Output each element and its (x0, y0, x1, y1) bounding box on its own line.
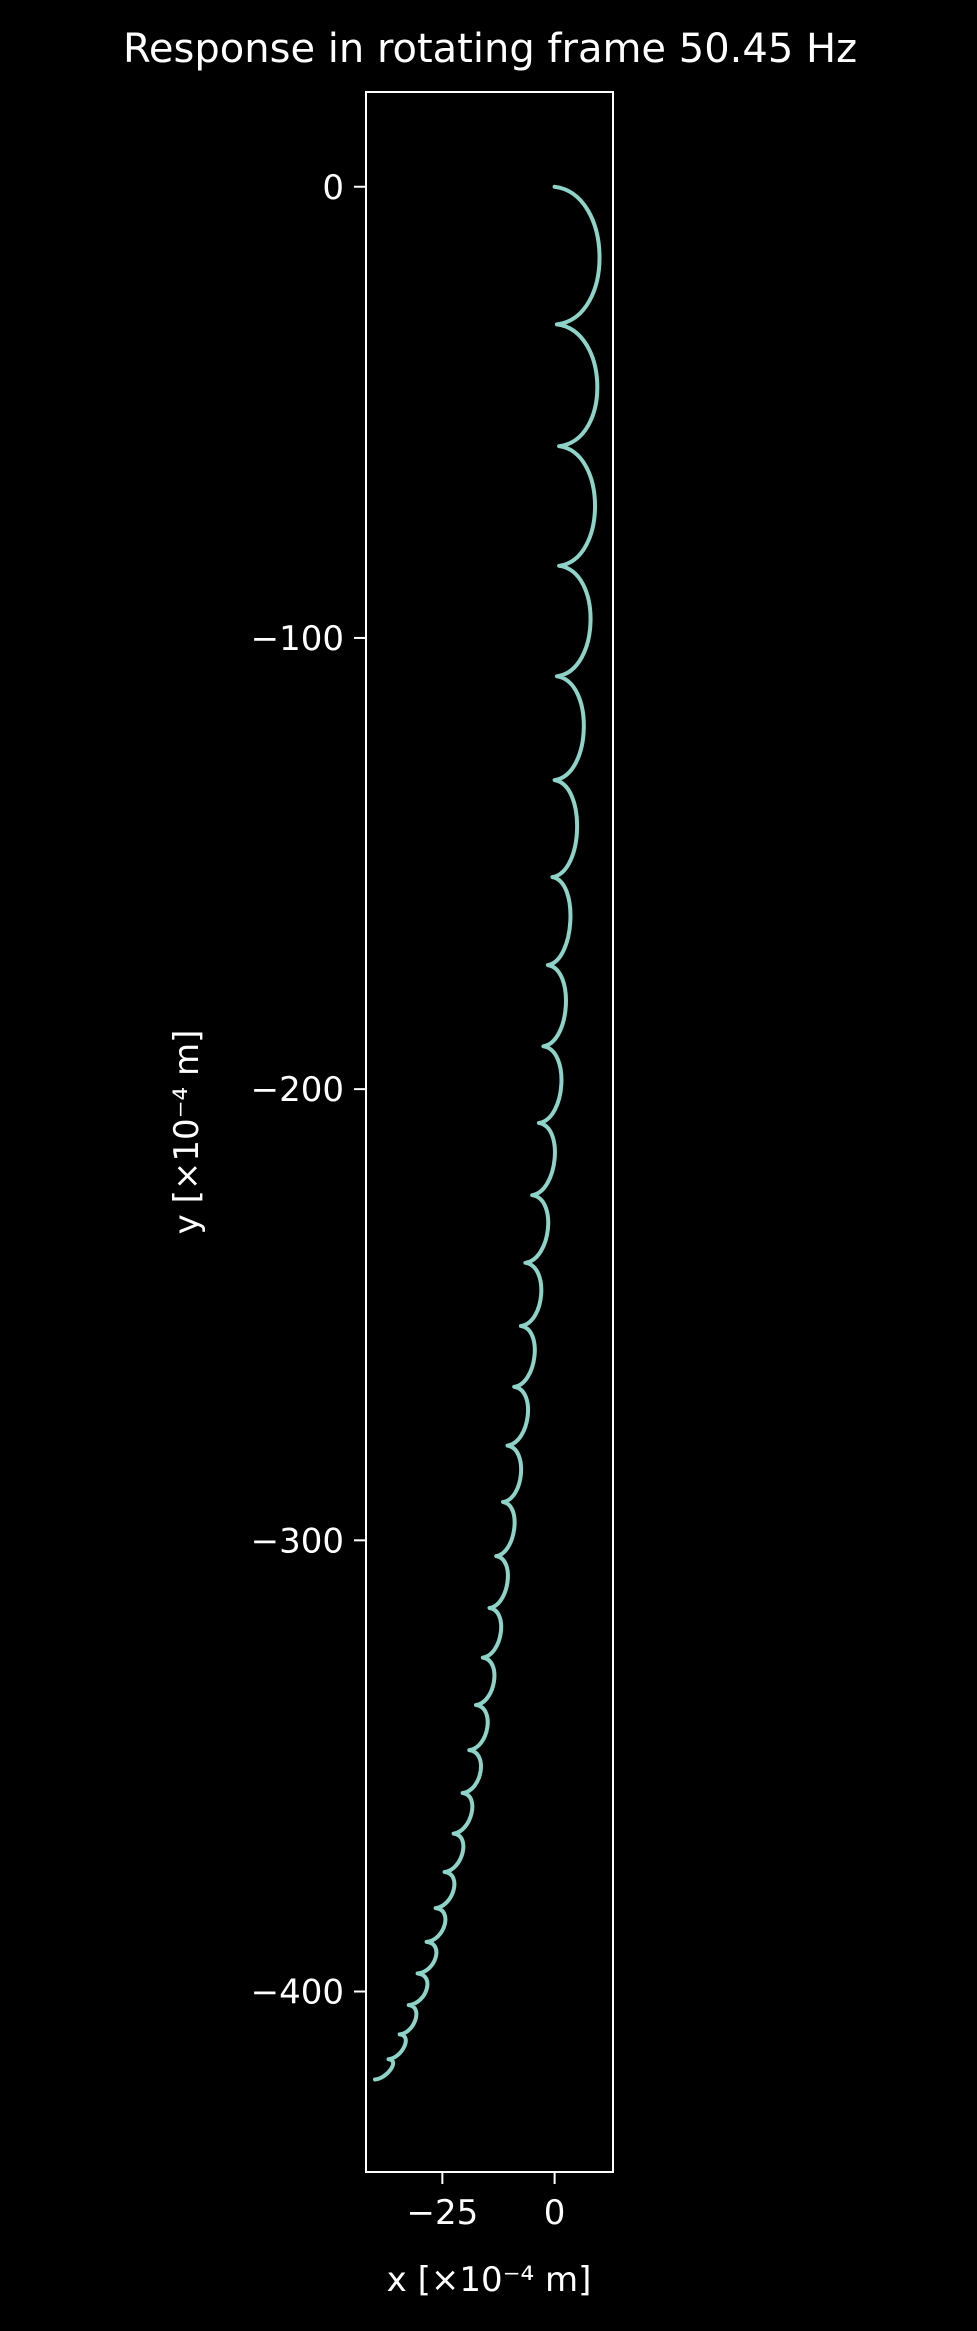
x-tick-label: −25 (406, 2193, 478, 2233)
plot-frame (365, 91, 614, 2173)
y-tick-label: −200 (251, 1070, 344, 1110)
y-tick-label: 0 (322, 168, 344, 208)
y-tick-label: −100 (251, 619, 344, 659)
y-axis-ticks: 0 −100 −200 −300 −400 (251, 168, 366, 2013)
trajectory-line (373, 184, 602, 2082)
chart-title: Response in rotating frame 50.45 Hz (123, 26, 857, 72)
x-tick-label: 0 (544, 2193, 566, 2233)
y-tick-label: −300 (251, 1521, 344, 1561)
x-axis-label: x [×10⁻⁴ m] (387, 2260, 592, 2300)
y-axis-label: y [×10⁻⁴ m] (167, 1030, 207, 1235)
x-axis-ticks: −25 0 (406, 2172, 565, 2233)
y-tick-label: −400 (251, 1973, 344, 2013)
